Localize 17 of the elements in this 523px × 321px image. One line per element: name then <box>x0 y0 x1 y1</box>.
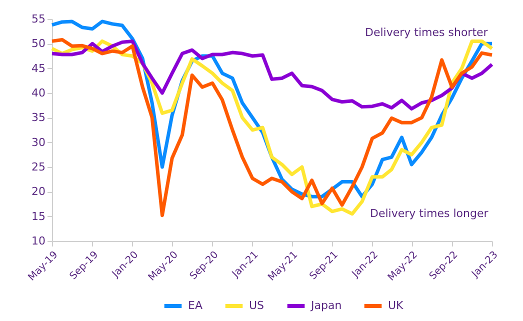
y-tick-label: 45 <box>32 62 46 75</box>
y-tick-label: 55 <box>32 12 46 26</box>
y-tick-label: 15 <box>32 210 46 223</box>
y-tick-label: 40 <box>32 86 46 100</box>
y-tick-label: 25 <box>32 160 46 174</box>
y-tick-label: 20 <box>32 185 46 198</box>
y-tick-label: 35 <box>32 111 46 124</box>
y-tick-label: 10 <box>32 234 46 248</box>
legend-label: Japan <box>310 299 342 312</box>
annotation: Delivery times longer <box>370 207 489 220</box>
y-tick-label: 50 <box>32 37 46 50</box>
legend-label: US <box>249 299 264 312</box>
annotation: Delivery times shorter <box>365 26 488 39</box>
legend-label: UK <box>388 299 404 312</box>
line-series <box>50 39 494 111</box>
legend-label: EA <box>188 299 203 312</box>
y-tick-label: 30 <box>32 136 46 149</box>
